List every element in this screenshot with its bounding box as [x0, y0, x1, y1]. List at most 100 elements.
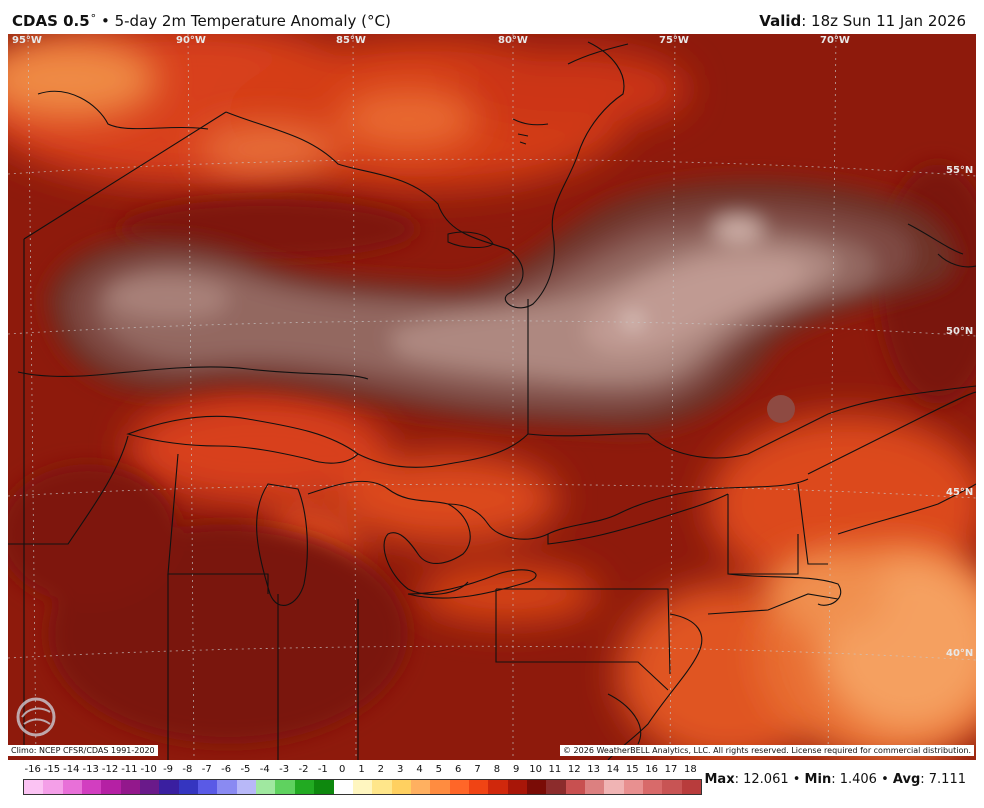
dark-anomaly-regions [8, 164, 976, 744]
colorbar-cell [468, 780, 489, 794]
colorbar-cell [82, 780, 102, 794]
colorbar-cell [159, 780, 179, 794]
colorbar-cell [565, 780, 585, 794]
colorbar-tick-label: 12 [567, 764, 581, 775]
colorbar-tick-label: -6 [221, 764, 232, 775]
min-value: : 1.406 [831, 772, 877, 787]
colorbar-cell [662, 780, 682, 794]
colorbar-cell [236, 780, 257, 794]
colorbar-legend: -16 -15 -14 -13 -12 -11 -10 -9 -8 -7 -6 -5 -4 -3 -2 -1 0… [23, 762, 703, 802]
colorbar-tick-label: 17 [664, 764, 678, 775]
colorbar-cell [198, 780, 218, 794]
colorbar-cell [314, 780, 334, 794]
lat-label-50n: 50°N [946, 326, 974, 337]
colorbar-tick-label: 7 [474, 764, 481, 775]
colorbar-tick-label: -7 [201, 764, 212, 775]
field-statistics: Max: 12.061 • Min: 1.406 • Avg: 7.111 [705, 772, 967, 787]
lon-label-90w: 90°W [176, 35, 206, 46]
cool-anomaly-band [48, 179, 955, 430]
colorbar-cell [62, 780, 83, 794]
colorbar-cell [333, 780, 353, 794]
colorbar-tick-label: -12 [101, 764, 119, 775]
colorbar-tick-label: -14 [63, 764, 80, 775]
colorbar-tick-label: 13 [587, 764, 600, 775]
colorbar-cell [623, 780, 643, 794]
colorbar-cell [430, 780, 450, 794]
colorbar-cell [604, 780, 624, 794]
valid-value: : 18z Sun 11 Jan 2026 [801, 12, 966, 30]
colorbar-tick-label: -13 [82, 764, 99, 775]
colorbar-tick-label: -5 [240, 764, 251, 775]
colorbar-tick-label: 1 [358, 764, 365, 775]
lon-label-85w: 85°W [336, 35, 366, 46]
colorbar-tick-label: -2 [298, 764, 309, 775]
colorbar-cell [24, 780, 44, 794]
colorbar-cell [526, 780, 547, 794]
colorbar-cell [256, 780, 276, 794]
valid-time: Valid: 18z Sun 11 Jan 2026 [759, 12, 966, 30]
colorbar-cell [391, 780, 411, 794]
model-name: CDAS 0.5 [12, 12, 90, 30]
stats-separator-1: • [788, 772, 805, 787]
colorbar-tick-label: -8 [182, 764, 193, 775]
colorbar-cell [584, 780, 605, 794]
colorbar-cell [507, 780, 527, 794]
colorbar-tick-label: 3 [396, 764, 404, 775]
colorbar-tick-label: -15 [43, 764, 61, 775]
colorbar-cell [372, 780, 392, 794]
colorbar-tick-label: 2 [377, 764, 385, 775]
lon-label-70w: 70°W [820, 35, 850, 46]
lon-label-80w: 80°W [498, 35, 528, 46]
colorbar-cell [294, 780, 315, 794]
colorbar-cell [178, 780, 199, 794]
copyright-note: © 2026 WeatherBELL Analytics, LLC. All r… [560, 745, 974, 756]
stats-separator-2: • [876, 772, 893, 787]
colorbar-cell [43, 780, 63, 794]
colorbar-tick-label: 5 [435, 764, 443, 775]
map-header: CDAS 0.5° • 5-day 2m Temperature Anomaly… [0, 0, 984, 34]
colorbar-cell [410, 780, 431, 794]
colorbar-tick-label: -9 [163, 764, 174, 775]
graticule [8, 34, 976, 760]
colorbar-cell [120, 780, 141, 794]
climatology-note: Climo: NCEP CFSR/CDAS 1991-2020 [8, 745, 158, 756]
max-label: Max [704, 772, 735, 787]
colorbar-tick-label: -10 [140, 764, 157, 775]
colorbar-cell [643, 780, 663, 794]
colorbar-cell [681, 780, 702, 794]
weatherbell-logo-mark [16, 697, 56, 737]
colorbar-cell [449, 780, 469, 794]
lat-label-55n: 55°N [946, 165, 974, 176]
lon-label-95w: 95°W [12, 35, 42, 46]
colorbar-tick-label: -4 [259, 764, 270, 775]
colorbar-tick-label: 9 [513, 764, 520, 775]
lon-label-75w: 75°W [659, 35, 689, 46]
colorbar-tick-label: 18 [683, 764, 697, 775]
colorbar-cell [488, 780, 508, 794]
colorbar-tick-label: -16 [24, 764, 41, 775]
colorbar-cell [140, 780, 160, 794]
avg-label: Avg [892, 772, 921, 787]
lake-outlines [447, 118, 549, 248]
temperature-anomaly-map: 95°W 90°W 85°W 80°W 75°W 70°W 55°N 50°N … [8, 34, 976, 760]
lat-label-45n: 45°N [946, 487, 974, 498]
colorbar-tick-label: 10 [529, 764, 542, 775]
colorbar-scale [23, 779, 702, 795]
colorbar-tick-label: 8 [493, 764, 501, 775]
colorbar-tick-label: -3 [279, 764, 290, 775]
avg-value: : 7.111 [920, 772, 966, 787]
valid-label: Valid [759, 12, 802, 30]
colorbar-tick-label: 0 [338, 764, 346, 775]
colorbar-tick-label: -1 [317, 764, 328, 775]
colorbar-tick-label: -11 [121, 764, 138, 775]
colorbar-tick-label: 15 [625, 764, 639, 775]
colorbar-cell [275, 780, 295, 794]
colorbar-tick-label: 6 [455, 764, 462, 775]
map-canvas [8, 34, 976, 760]
colorbar-cell [217, 780, 237, 794]
colorbar-cell [546, 780, 566, 794]
colorbar-cell [352, 780, 373, 794]
colorbar-ticks: -16 -15 -14 -13 -12 -11 -10 -9 -8 -7 -6 -5 -4 -3 -2 -1 0… [23, 764, 703, 778]
min-label: Min [804, 772, 832, 787]
product-name: 5-day 2m Temperature Anomaly (°C) [114, 12, 391, 30]
